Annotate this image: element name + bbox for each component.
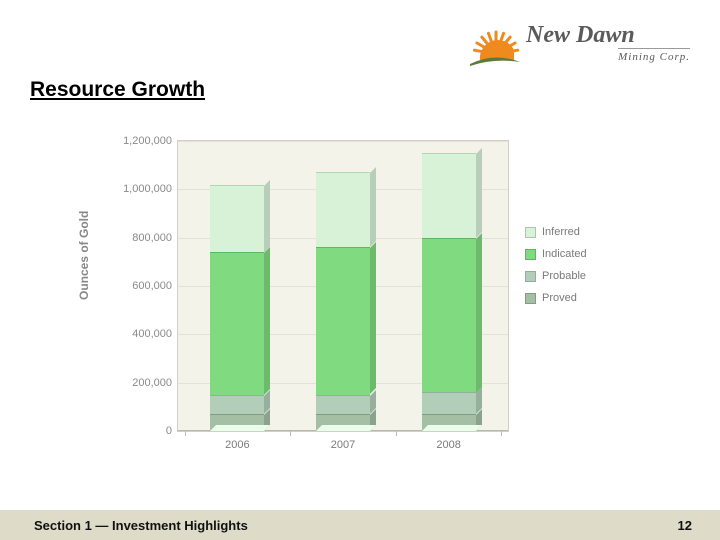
y-tick-label: 0 xyxy=(166,425,172,437)
bar-top-cap xyxy=(210,425,270,431)
bar-segment-probable xyxy=(210,395,264,414)
y-tick-label: 800,000 xyxy=(132,232,172,244)
legend-item-probable: Probable xyxy=(525,270,587,282)
legend-label: Proved xyxy=(542,292,577,304)
legend-label: Indicated xyxy=(542,248,587,260)
bar-top-cap xyxy=(316,425,376,431)
bar-segment-side xyxy=(476,148,482,238)
company-logo: New Dawn Mining Corp. xyxy=(450,14,690,74)
bar-segment-inferred xyxy=(316,172,370,247)
legend-label: Inferred xyxy=(542,226,580,238)
chart-legend: Inferred Indicated Probable Proved xyxy=(525,226,587,314)
legend-item-inferred: Inferred xyxy=(525,226,587,238)
legend-swatch xyxy=(525,249,536,260)
slide: New Dawn Mining Corp. Resource Growth Ou… xyxy=(0,0,720,540)
bar-segment-inferred xyxy=(210,185,264,253)
logo-brand-text: New Dawn xyxy=(526,22,635,49)
bar-segment-side xyxy=(370,242,376,394)
x-tick-mark xyxy=(501,431,502,436)
legend-swatch xyxy=(525,271,536,282)
y-tick-label: 1,000,000 xyxy=(123,183,172,195)
legend-swatch xyxy=(525,227,536,238)
x-tick-label: 2006 xyxy=(225,439,249,451)
x-tick-mark xyxy=(396,431,397,436)
chart-gridline xyxy=(178,141,508,142)
bar-segment-side xyxy=(264,247,270,395)
bar-top-cap xyxy=(422,425,482,431)
y-tick-label: 200,000 xyxy=(132,377,172,389)
sun-icon xyxy=(466,16,522,72)
page-title: Resource Growth xyxy=(30,78,205,102)
bar-segment-indicated xyxy=(316,247,370,394)
y-axis-label: Ounces of Gold xyxy=(77,211,91,300)
bar-segment-indicated xyxy=(210,252,264,395)
x-tick-mark xyxy=(290,431,291,436)
x-tick-label: 2008 xyxy=(436,439,460,451)
bar-segment-indicated xyxy=(422,238,476,393)
legend-item-proved: Proved xyxy=(525,292,587,304)
y-tick-label: 1,200,000 xyxy=(123,135,172,147)
x-tick-label: 2007 xyxy=(331,439,355,451)
bar-segment-probable xyxy=(316,395,370,414)
legend-swatch xyxy=(525,293,536,304)
resource-growth-chart: Ounces of Gold 0200,000400,000600,000800… xyxy=(95,130,625,470)
chart-plot-area: 0200,000400,000600,000800,0001,000,0001,… xyxy=(177,140,509,432)
logo-sub-text: Mining Corp. xyxy=(618,48,690,63)
bar-segment-inferred xyxy=(422,153,476,238)
legend-item-indicated: Indicated xyxy=(525,248,587,260)
y-tick-label: 600,000 xyxy=(132,280,172,292)
slide-footer: Section 1 — Investment Highlights 12 xyxy=(0,510,720,540)
legend-label: Probable xyxy=(542,270,586,282)
bar-segment-side xyxy=(264,180,270,253)
footer-section: Section 1 — Investment Highlights xyxy=(34,518,248,533)
bar-segment-side xyxy=(370,167,376,247)
footer-page-number: 12 xyxy=(678,518,692,533)
bar-segment-probable xyxy=(422,392,476,414)
y-tick-label: 400,000 xyxy=(132,328,172,340)
bar-segment-side xyxy=(476,233,482,393)
x-tick-mark xyxy=(185,431,186,436)
